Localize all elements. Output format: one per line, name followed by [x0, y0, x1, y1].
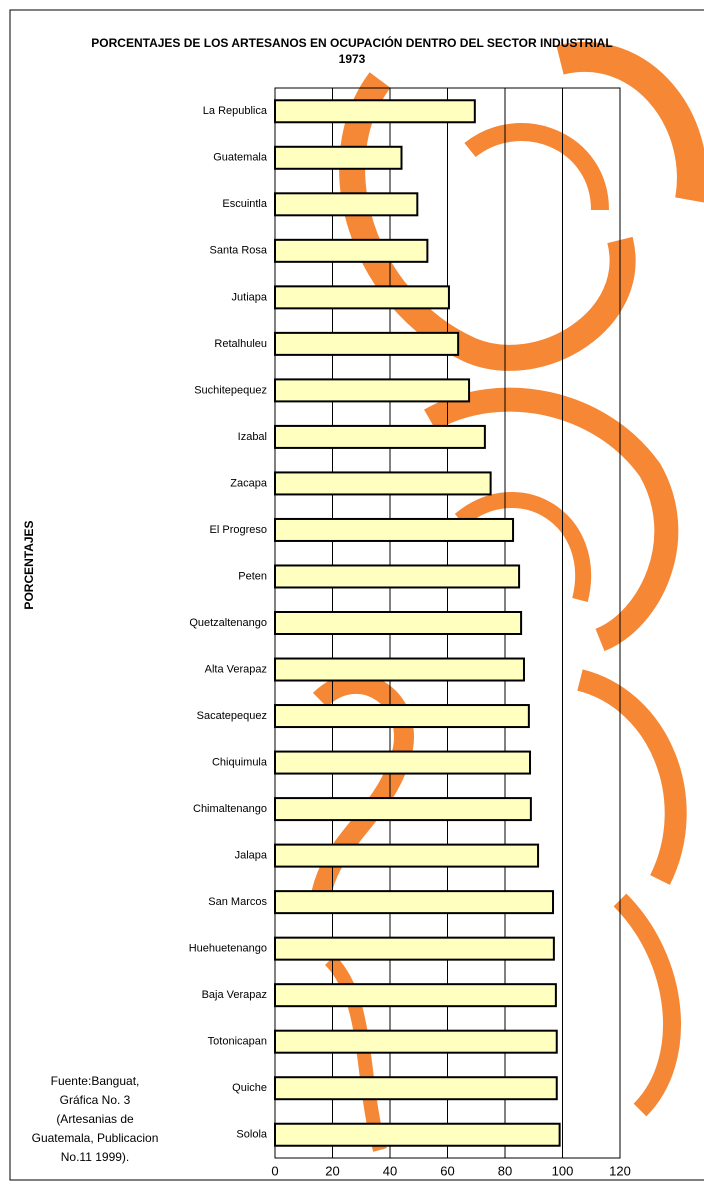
x-tick-label: 0 [271, 1163, 278, 1178]
y-tick-label: Alta Verapaz [205, 663, 267, 675]
bar [274, 936, 555, 961]
note-line: (Artesanias de [56, 1112, 134, 1126]
y-tick-label: Suchitepequez [194, 384, 267, 396]
bar [274, 611, 523, 635]
x-tick-label: 80 [498, 1163, 512, 1178]
bar [274, 517, 515, 542]
note-line: Gráfica No. 3 [60, 1093, 131, 1107]
bar [274, 564, 521, 589]
bar [274, 657, 525, 682]
y-tick-label: Jalapa [235, 850, 268, 862]
bar [274, 331, 460, 356]
x-tick-label: 100 [552, 1163, 574, 1178]
y-tick-label: Chimaltenango [193, 803, 267, 815]
chart-title: PORCENTAJES DE LOS ARTESANOS EN OCUPACIÓ… [91, 35, 612, 50]
y-tick-label: Sacatepequez [197, 710, 267, 722]
y-tick-label: Solola [236, 1129, 267, 1141]
source-note: Fuente:Banguat, Gráfica No. 3 (Artesanias … [32, 1074, 159, 1164]
x-tick-label: 120 [609, 1163, 631, 1178]
bar [274, 1122, 561, 1147]
bar [274, 238, 429, 263]
y-tick-label: Chiquimula [212, 756, 268, 768]
y-tick-label: Retalhuleu [214, 338, 267, 350]
y-tick-label: Baja Verapaz [202, 989, 267, 1001]
y-tick-label: Peten [238, 570, 267, 582]
bar [274, 424, 486, 449]
note-line: No.11 1999). [61, 1150, 130, 1164]
bar [274, 704, 530, 729]
y-tick-label: El Progreso [210, 524, 267, 536]
bar [274, 192, 419, 217]
note-line: Fuente:Banguat, [51, 1074, 140, 1088]
y-tick-label: La Republica [203, 105, 268, 117]
y-tick-label: Jutiapa [232, 291, 268, 303]
y-tick-label: Escuintla [222, 198, 268, 210]
y-tick-label: San Marcos [208, 896, 267, 908]
bar [274, 285, 450, 310]
bar [274, 378, 471, 403]
y-tick-label: Quetzaltenango [189, 617, 267, 629]
x-tick-label: 40 [383, 1163, 397, 1178]
note-line: Guatemala, Publicacion [32, 1131, 159, 1145]
bar [274, 797, 532, 822]
bar [274, 471, 492, 496]
y-tick-label: Totonicapan [208, 1036, 267, 1048]
y-axis-label: PORCENTAJES [22, 520, 36, 609]
y-tick-label: Zacapa [230, 477, 268, 489]
bar [274, 983, 557, 1008]
y-tick-label: Quiche [232, 1082, 267, 1094]
y-tick-label: Santa Rosa [210, 245, 268, 257]
bar [274, 145, 403, 170]
x-tick-label: 20 [325, 1163, 339, 1178]
y-tick-label: Izabal [238, 431, 267, 443]
bar [274, 1076, 558, 1101]
y-tick-label: Guatemala [213, 152, 268, 164]
y-tick-label: Huehuetenango [189, 943, 267, 955]
bar [274, 750, 532, 775]
x-tick-label: 60 [440, 1163, 454, 1178]
bar [274, 890, 555, 915]
bar [274, 1029, 558, 1054]
bar [274, 843, 540, 868]
chart-subtitle: 1973 [339, 52, 366, 66]
bar [274, 99, 476, 124]
